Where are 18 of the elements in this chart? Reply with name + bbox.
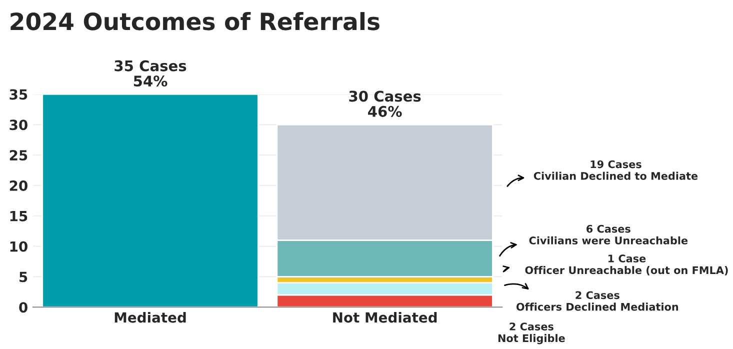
y-tick-label: 15: [10, 211, 28, 222]
text: 1 Case Officer Unreachable (out on FMLA): [525, 254, 728, 276]
y-tick-label: 5: [20, 272, 28, 282]
total-label: 35 Cases 54%: [114, 60, 186, 87]
y-tick-label: 10: [10, 241, 28, 252]
total-label: 30 Cases 46%: [349, 90, 421, 117]
text: 2 Cases Officers Declined Mediation: [516, 291, 678, 311]
y-tick-label: 30: [10, 120, 28, 130]
y-tick-label: 25: [10, 150, 28, 161]
text: 2 Cases Not Eligible: [498, 322, 565, 344]
chart-title: 2024 Outcomes of Referrals: [10, 12, 380, 30]
y-tick-label: 0: [19, 302, 28, 313]
text: 19 Cases Civilian Declined to Mediate: [534, 160, 698, 180]
text: 6 Cases Civilians were Unreachable: [529, 224, 688, 244]
x-tick-label: Mediated: [114, 312, 186, 323]
y-tick-label: 20: [10, 180, 28, 191]
x-tick-label: Not Mediated: [333, 312, 437, 323]
y-tick-label: 35: [10, 89, 28, 100]
